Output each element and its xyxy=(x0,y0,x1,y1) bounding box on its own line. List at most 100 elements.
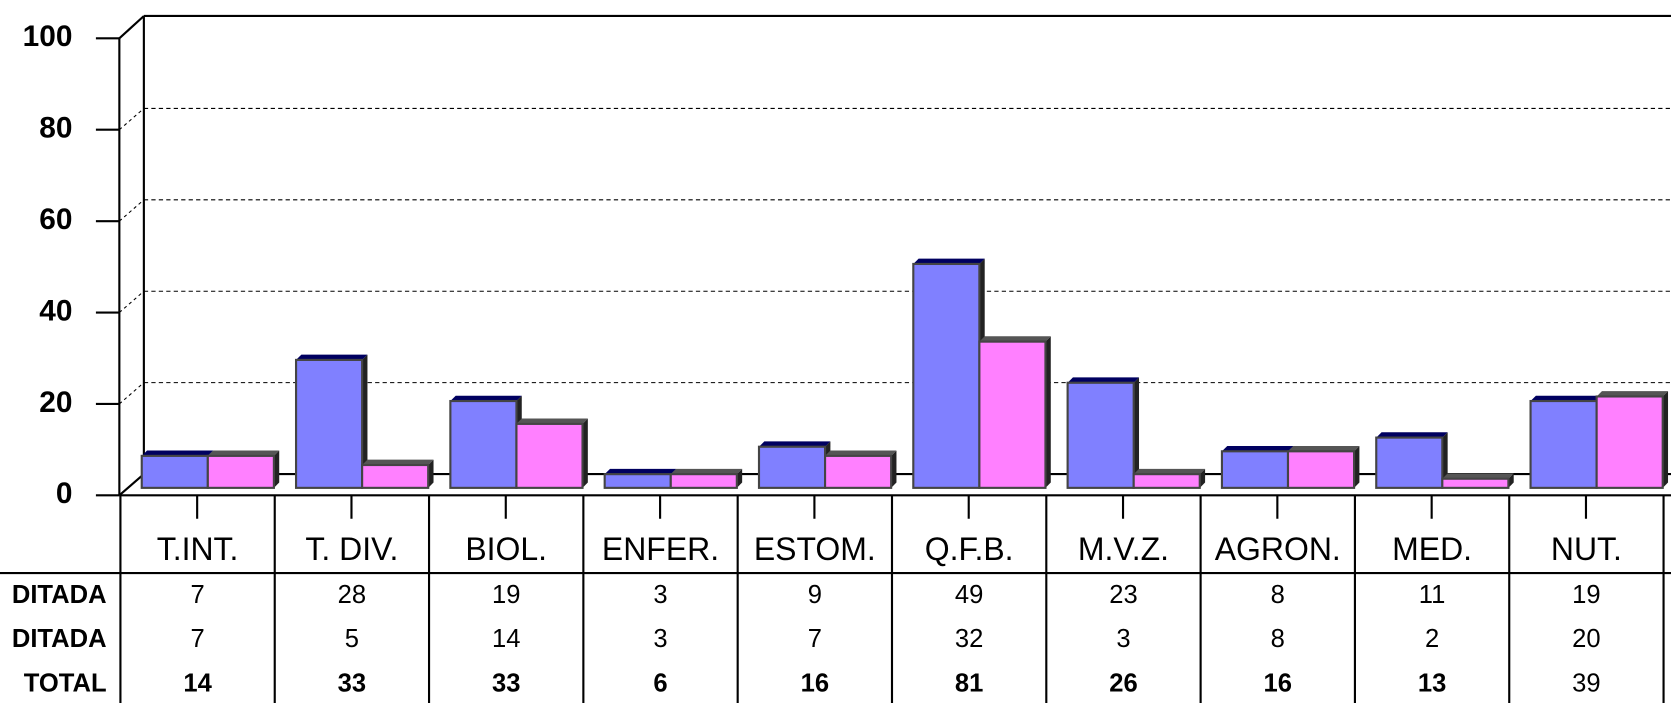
bar xyxy=(1595,395,1664,489)
table-cell: 9 xyxy=(808,581,822,609)
table-total: 6 xyxy=(653,670,667,698)
bar xyxy=(1220,450,1290,489)
table-total: 33 xyxy=(492,670,520,698)
bar-top xyxy=(913,258,985,264)
x-tick-label: T.INT. xyxy=(157,531,239,567)
bar xyxy=(1066,381,1135,489)
bar-top xyxy=(362,459,434,466)
table-cell: 11 xyxy=(1419,581,1446,609)
x-tick-label: ESTOM. xyxy=(754,531,876,567)
bar xyxy=(823,454,893,489)
table-cell: 23 xyxy=(1109,581,1137,609)
x-tick-label: BIOL. xyxy=(465,531,547,567)
bar xyxy=(669,473,738,489)
bar xyxy=(912,262,981,489)
table-total: 16 xyxy=(1264,670,1292,698)
table-cell: 3 xyxy=(653,581,667,609)
x-tick-label: Q.F.B. xyxy=(925,531,1014,567)
table-cell: 8 xyxy=(1271,625,1285,653)
table-total: 39 xyxy=(1572,670,1600,698)
table-cell: 14 xyxy=(492,625,520,653)
bar-top xyxy=(604,468,677,475)
bar xyxy=(515,422,584,489)
bar xyxy=(140,454,209,489)
bar-top xyxy=(296,354,368,360)
table-cell: 19 xyxy=(492,581,520,609)
row-label: TOTAL xyxy=(24,670,107,698)
bar-top xyxy=(1376,432,1448,438)
bar-top xyxy=(1596,391,1669,397)
bar-side xyxy=(1133,377,1140,488)
bar-side xyxy=(582,418,588,488)
y-tick-label: 20 xyxy=(39,386,72,419)
bar-top xyxy=(758,441,831,447)
bar-top xyxy=(516,418,588,424)
table-cell: 20 xyxy=(1572,625,1600,653)
bar-top xyxy=(670,468,743,475)
bar-top xyxy=(207,450,280,456)
table-cell: 3 xyxy=(653,625,667,653)
bar-side xyxy=(362,354,368,488)
grid-line xyxy=(119,382,145,405)
bar xyxy=(1375,436,1444,489)
bar xyxy=(757,445,827,489)
bar xyxy=(449,399,518,489)
table-cell: 19 xyxy=(1572,581,1600,609)
table-cell: 3 xyxy=(1116,625,1130,653)
wall-edge xyxy=(118,15,145,40)
bar xyxy=(978,340,1047,489)
table-total: 16 xyxy=(801,670,829,698)
bar xyxy=(361,463,430,489)
bar-top xyxy=(979,336,1051,342)
table-cell: 2 xyxy=(1425,625,1439,653)
bar-side xyxy=(428,459,434,488)
table-cell: 7 xyxy=(190,625,204,653)
row-label: DITADA xyxy=(12,625,107,653)
y-tick-label: 100 xyxy=(23,20,73,53)
table-total: 26 xyxy=(1109,670,1137,698)
bar-side xyxy=(736,468,743,488)
bar-top xyxy=(450,395,522,402)
bar xyxy=(1132,473,1201,489)
x-tick-label: T. DIV. xyxy=(305,531,398,567)
bar-top xyxy=(1133,468,1206,475)
table-cell: 7 xyxy=(808,625,822,653)
grid-line xyxy=(119,108,145,131)
table-cell: 28 xyxy=(338,581,366,609)
bar-top xyxy=(825,450,897,456)
bar xyxy=(603,473,672,489)
bar-side xyxy=(1199,468,1206,488)
floor-edge xyxy=(118,473,145,497)
grid-line xyxy=(119,290,145,313)
bar xyxy=(206,454,275,489)
bar-top xyxy=(1067,377,1140,383)
table-total: 81 xyxy=(955,670,983,698)
bar-top xyxy=(1221,445,1294,452)
bar-side xyxy=(1045,336,1051,488)
bar-top xyxy=(141,450,214,456)
table-cell: 49 xyxy=(955,581,983,609)
y-tick-label: 0 xyxy=(56,477,73,510)
y-tick-label: 80 xyxy=(39,112,72,145)
grid-line xyxy=(119,199,145,222)
table-total: 13 xyxy=(1418,670,1446,698)
bar-side xyxy=(891,450,897,488)
row-label: DITADA xyxy=(12,581,107,609)
table-total: 33 xyxy=(338,670,366,698)
bar-top xyxy=(1442,473,1514,479)
y-tick-label: 40 xyxy=(39,294,72,327)
table-cell: 8 xyxy=(1271,581,1285,609)
bar xyxy=(1441,477,1510,489)
x-tick-label: ENFER. xyxy=(602,531,719,567)
bar xyxy=(1286,450,1356,489)
table-total: 14 xyxy=(183,670,212,698)
table-cell: 5 xyxy=(345,625,359,653)
x-tick-label: NUT. xyxy=(1551,531,1622,567)
x-tick-label: M.V.Z. xyxy=(1078,531,1169,567)
table-cell: 32 xyxy=(955,625,983,653)
bar xyxy=(294,358,364,489)
x-tick-label: MED. xyxy=(1392,531,1472,567)
table-cell: 7 xyxy=(190,581,204,609)
